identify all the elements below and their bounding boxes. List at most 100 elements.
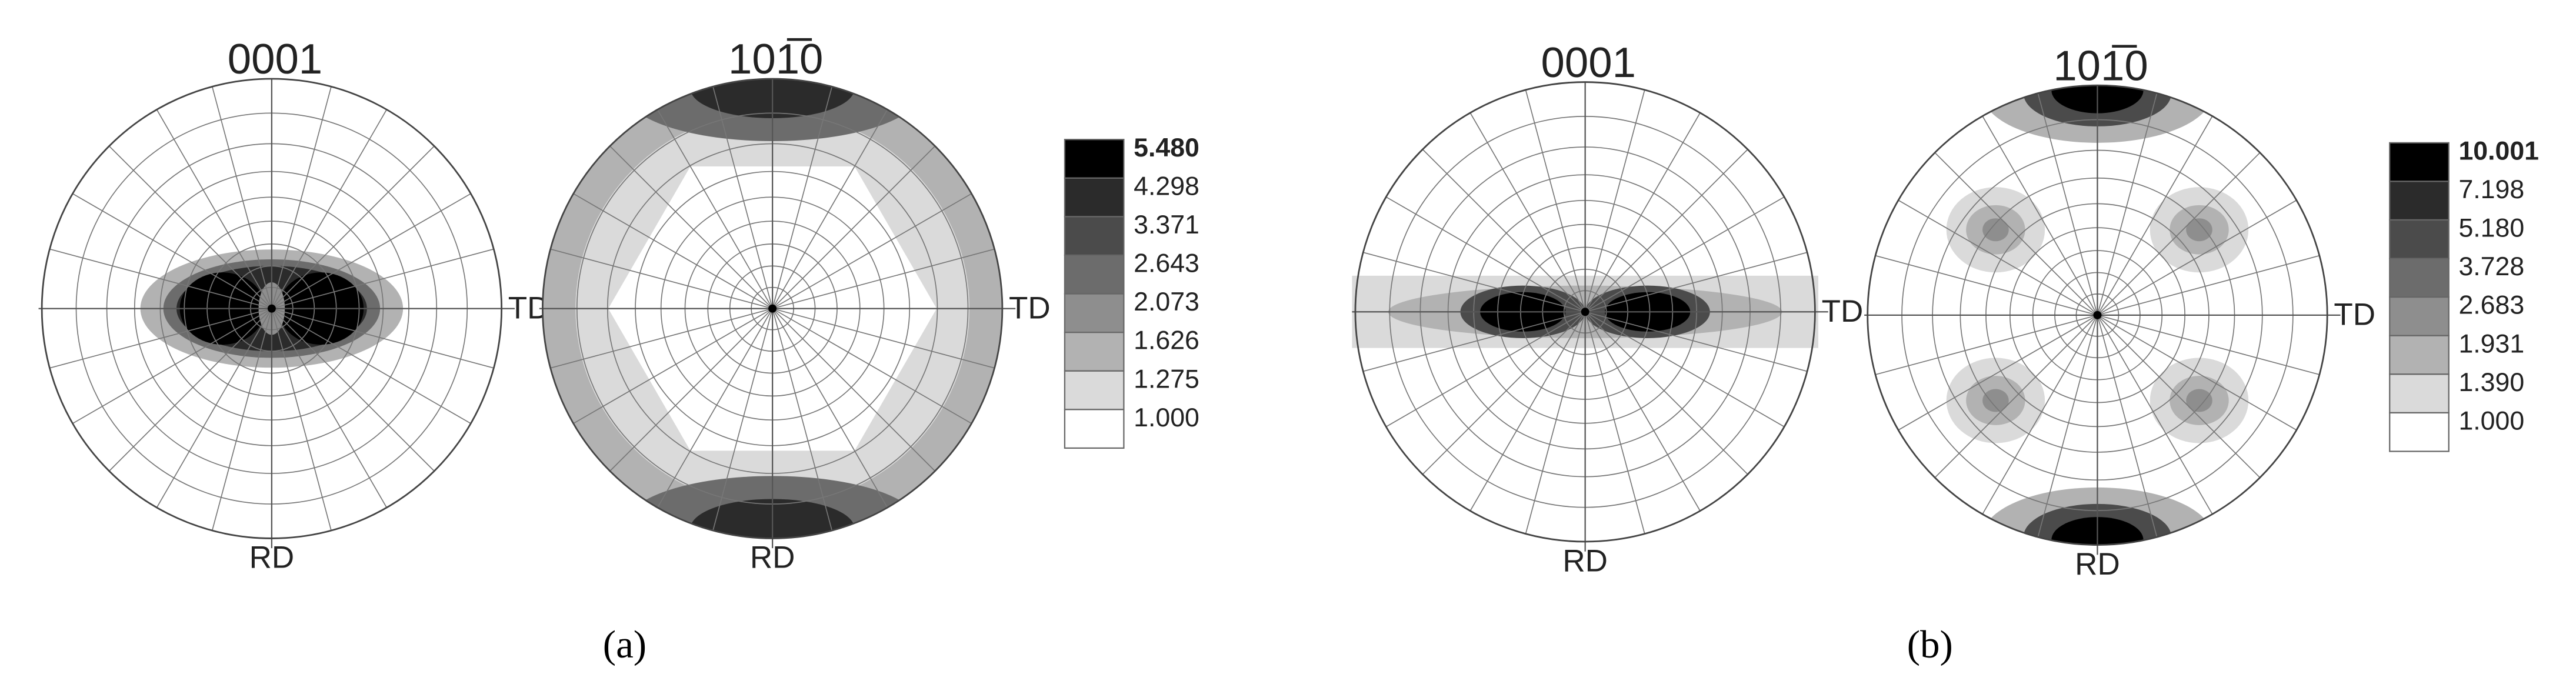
legend-swatch: [1064, 332, 1125, 372]
grid-radial: [271, 308, 387, 508]
grid-radial: [772, 193, 972, 309]
center-pole: [1581, 308, 1589, 316]
grid-radial: [271, 308, 435, 472]
grid-radial: [657, 109, 773, 309]
figure-title: 0001: [228, 35, 322, 83]
grid-radial: [271, 145, 435, 309]
grid-radial: [2097, 93, 2158, 316]
grid-radial: [1385, 311, 1586, 428]
intensity-contour: [2186, 218, 2212, 242]
grid-radial: [573, 308, 773, 424]
grid-radial: [2097, 315, 2320, 375]
grid-radial: [550, 248, 773, 309]
grid-radial: [211, 86, 272, 309]
legend-swatch: [1064, 370, 1125, 410]
grid-radial: [1422, 311, 1586, 475]
legend-label: 1.931: [2458, 329, 2524, 358]
legend-label: 1.000: [2458, 406, 2524, 435]
pole-figure: 101̅0 TD RD: [1864, 42, 2375, 582]
grid-radial: [772, 86, 833, 309]
grid-radial: [1363, 311, 1585, 372]
grid-radial: [1363, 252, 1585, 313]
legend-swatch: [1064, 139, 1125, 179]
grid-radial: [211, 308, 272, 531]
legend-swatch: [2389, 181, 2450, 221]
grid-radial: [271, 248, 494, 309]
grid-radial: [772, 248, 995, 309]
legend-label: 1.000: [1134, 403, 1199, 432]
outline: [1867, 84, 2328, 546]
figure-title: 0001: [1541, 39, 1636, 86]
grid-radial: [2097, 116, 2213, 316]
grid-radial: [1585, 149, 1748, 312]
legend-label: 5.480: [1134, 133, 1199, 162]
grid-radial: [712, 86, 773, 309]
grid-radial: [1982, 116, 2098, 316]
grid-radial: [49, 248, 272, 309]
legend-label: 2.073: [1134, 288, 1199, 316]
grid-radial: [1584, 311, 1701, 512]
grid-radial: [1875, 315, 2098, 375]
legend-swatch: [1064, 254, 1125, 295]
legend-swatch: [2389, 258, 2450, 298]
grid-radial: [772, 308, 995, 369]
axis-label-rd: RD: [1562, 543, 1608, 578]
figure-title: 101̅0: [2053, 42, 2148, 89]
grid-radial: [49, 308, 272, 369]
legend-label: 4.298: [1134, 172, 1199, 201]
legend-swatch: [2389, 412, 2450, 452]
center-pole: [768, 304, 777, 313]
center-pole: [267, 304, 276, 313]
legend-label: 1.275: [1134, 365, 1199, 393]
legend-swatch: [1064, 216, 1125, 256]
legend-label: 5.180: [2458, 214, 2524, 243]
grid-radial: [72, 193, 272, 309]
grid-radial: [271, 86, 332, 309]
grid-radial: [1898, 315, 2098, 430]
grid-radial: [772, 308, 888, 508]
axis-label-td: TD: [2334, 298, 2375, 332]
caption: (a): [603, 623, 647, 666]
axis-label-td: TD: [1009, 291, 1051, 325]
legend-swatch: [2389, 142, 2450, 182]
grid-radial: [772, 308, 833, 531]
grid-radial: [72, 308, 272, 424]
grid-radial: [1934, 315, 2098, 478]
grid-radial: [1875, 255, 2098, 316]
grid-radial: [271, 193, 471, 309]
legend: 10.001 7.198 5.180 3.728 2.683 1.931 1.390 1.00…: [2389, 136, 2539, 452]
grid-radial: [2097, 199, 2297, 316]
grid-radial: [1469, 311, 1586, 512]
grid-radial: [2097, 255, 2320, 316]
grid-radial: [1585, 311, 1748, 475]
outline: [41, 78, 503, 539]
grid-radial: [657, 308, 773, 508]
figure-title: 101̅0: [728, 35, 823, 83]
grid-radial: [1584, 312, 1645, 534]
grid-radial: [1422, 149, 1586, 312]
grid-radial: [2037, 315, 2098, 538]
grid-radial: [2037, 93, 2098, 316]
grid-radial: [1934, 152, 2098, 316]
legend-swatch: [1064, 293, 1125, 333]
grid-radial: [1585, 311, 1808, 372]
grid-radial: [2097, 315, 2158, 538]
grid-radial: [609, 145, 773, 309]
legend-swatch: [2389, 296, 2450, 336]
outline: [1354, 81, 1816, 543]
grid-radial: [1982, 315, 2098, 515]
center-pole: [2093, 311, 2102, 319]
legend-label: 1.626: [1134, 326, 1199, 355]
legend-label: 1.390: [2458, 368, 2524, 397]
axis-label-rd: RD: [2075, 547, 2120, 582]
grid-radial: [550, 308, 773, 369]
legend-swatch: [2389, 373, 2450, 414]
legend-label: 7.198: [2458, 175, 2524, 204]
grid-radial: [772, 145, 936, 309]
axis-label-rd: RD: [750, 540, 795, 575]
grid-radial: [1525, 89, 1586, 312]
intensity-contour: [1982, 389, 2009, 412]
grid-radial: [1525, 312, 1586, 534]
